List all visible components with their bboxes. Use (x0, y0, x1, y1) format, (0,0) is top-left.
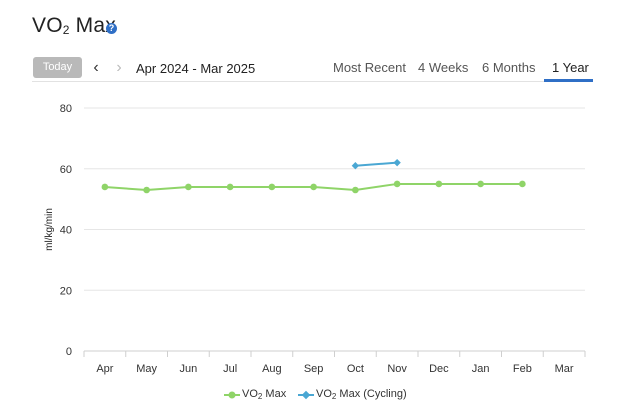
data-point (185, 183, 192, 191)
x-tick-label: Nov (387, 363, 407, 375)
data-point (393, 180, 401, 188)
data-point (226, 183, 234, 191)
today-button[interactable]: Today (33, 57, 82, 78)
x-tick-label: May (136, 363, 157, 375)
legend-label-rest: Max (262, 388, 287, 400)
x-tick-label: Feb (513, 363, 532, 375)
question-circle-icon[interactable]: ? (106, 23, 117, 34)
data-point (268, 183, 276, 191)
legend-label-rest: Max (Cycling) (336, 388, 407, 400)
y-tick-label: 0 (66, 346, 72, 358)
x-tick-label: Sep (304, 363, 324, 375)
series-line (355, 161, 398, 167)
tabs-divider (32, 81, 592, 82)
y-tick-label: 20 (60, 285, 72, 297)
chevron-right-icon[interactable]: › (116, 59, 122, 76)
tab-4-weeks[interactable]: 4 Weeks (418, 60, 469, 75)
vo2max-chart: 0 20 40 60 80 Apr May Jun Jul Aug Sep Oct Nov Dec Jan F… (44, 103, 586, 375)
x-tick-label: Jul (223, 363, 237, 375)
data-point (351, 162, 360, 170)
tab-6-months[interactable]: 6 Months (482, 60, 536, 75)
legend-label-sub: 2 (257, 392, 263, 401)
x-tick-label: Aug (262, 363, 282, 375)
legend-item-vo2[interactable]: VO2 Max (242, 388, 286, 401)
legend-swatch-vo2-cycling (298, 390, 314, 400)
page-title: VO2 Max (32, 14, 116, 38)
data-point (310, 183, 317, 191)
x-tick-label: Oct (347, 363, 364, 375)
legend-swatch-vo2 (224, 391, 240, 399)
legend-label-sub: 2 (331, 392, 337, 401)
data-point (352, 186, 359, 194)
x-tick-label: Jan (472, 363, 490, 375)
tab-most-recent[interactable]: Most Recent (333, 60, 406, 75)
legend-item-vo2-cycling[interactable]: VO2 Max (Cycling) (316, 388, 407, 401)
y-tick-label: 60 (60, 164, 72, 176)
y-tick-label: 40 (60, 225, 72, 237)
x-tick-label: Jun (180, 363, 198, 375)
y-tick-label: 80 (60, 103, 72, 115)
legend-label: VO (242, 388, 258, 400)
data-point (143, 186, 150, 194)
chevron-left-icon[interactable]: ‹ (93, 59, 99, 76)
title-suffix: Max (69, 14, 116, 37)
x-tick-label: Apr (96, 363, 113, 375)
data-point (477, 180, 484, 188)
x-tick-label: Mar (555, 363, 574, 375)
active-tab-indicator (544, 79, 593, 82)
data-point (435, 180, 443, 188)
title-text: VO (32, 14, 63, 37)
y-axis-label: ml/kg/min (44, 208, 55, 251)
title-subscript: 2 (62, 23, 70, 37)
date-range-label: Apr 2024 - Mar 2025 (136, 61, 256, 76)
data-point (101, 183, 109, 191)
legend-label: VO (316, 388, 332, 400)
tab-1-year[interactable]: 1 Year (552, 60, 589, 75)
data-point (519, 180, 526, 188)
x-tick-label: Dec (429, 363, 449, 375)
data-point (393, 158, 401, 167)
